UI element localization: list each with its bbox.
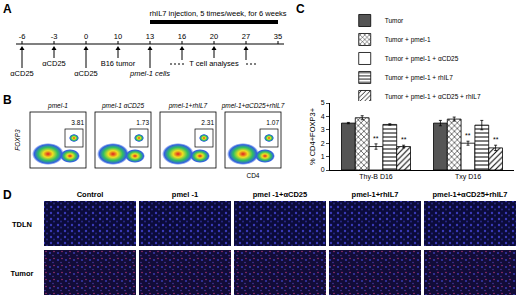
svg-text:B16 tumor: B16 tumor	[101, 59, 136, 68]
svg-text:αCD25: αCD25	[42, 59, 66, 68]
svg-text:pmel-1+αCD25+rhIL7: pmel-1+αCD25+rhIL7	[432, 190, 507, 199]
svg-text:0: 0	[84, 32, 88, 41]
svg-text:**: **	[401, 136, 407, 143]
svg-text:4: 4	[321, 113, 325, 120]
svg-text:A: A	[3, 2, 12, 16]
svg-text:% CD4+FOXP3+: % CD4+FOXP3+	[308, 107, 317, 165]
svg-text:**: **	[465, 132, 471, 139]
svg-text:Txy D16: Txy D16	[455, 173, 481, 181]
svg-text:Thy-B D16: Thy-B D16	[359, 173, 393, 181]
svg-text:1.07: 1.07	[266, 119, 279, 126]
svg-text:pmel-1 αCD25: pmel-1 αCD25	[101, 102, 144, 110]
svg-text:pmel -1: pmel -1	[172, 190, 198, 199]
svg-text:Tumor + pmel-1 + αCD25: Tumor + pmel-1 + αCD25	[385, 55, 459, 63]
svg-text:pmel-1: pmel-1	[47, 102, 68, 110]
svg-text:αCD25: αCD25	[74, 69, 98, 78]
svg-text:1: 1	[321, 153, 325, 160]
svg-text:20: 20	[210, 32, 218, 41]
svg-text:27: 27	[242, 32, 250, 41]
svg-text:FOXP3: FOXP3	[14, 129, 21, 151]
svg-text:5: 5	[321, 99, 325, 106]
svg-text:rhIL7 injection, 5 times/week,: rhIL7 injection, 5 times/week, for 6 wee…	[149, 9, 286, 18]
svg-text:TDLN: TDLN	[12, 220, 32, 229]
svg-text:D: D	[3, 188, 12, 202]
svg-text:αCD25: αCD25	[10, 69, 34, 78]
svg-text:13: 13	[146, 32, 154, 41]
svg-text:B: B	[3, 93, 12, 107]
svg-text:3: 3	[321, 126, 325, 133]
svg-text:0: 0	[321, 166, 325, 173]
svg-text:2: 2	[321, 140, 325, 147]
svg-text:2.31: 2.31	[201, 119, 214, 126]
svg-text:pmel-1+rhIL7: pmel-1+rhIL7	[352, 190, 399, 199]
svg-text:1.73: 1.73	[136, 119, 149, 126]
svg-text:Tumor + pmel-1 + αCD25 + rhIL7: Tumor + pmel-1 + αCD25 + rhIL7	[385, 93, 481, 101]
svg-text:16: 16	[178, 32, 186, 41]
svg-text:-6: -6	[19, 32, 26, 41]
svg-text:pmel -1+αCD25: pmel -1+αCD25	[253, 190, 307, 199]
svg-text:CD4: CD4	[246, 172, 259, 179]
svg-text:**: **	[493, 136, 499, 143]
svg-text:Tumor + pmel-1 + rhIL7: Tumor + pmel-1 + rhIL7	[385, 74, 453, 82]
svg-text:T cell analyses: T cell analyses	[189, 59, 239, 68]
svg-text:10: 10	[114, 32, 122, 41]
svg-text:Tumor: Tumor	[11, 269, 34, 278]
svg-text:Tumor + pmel-1: Tumor + pmel-1	[385, 36, 431, 44]
svg-text:-3: -3	[51, 32, 58, 41]
svg-text:pmel-1 cells: pmel-1 cells	[129, 69, 170, 78]
svg-text:3.81: 3.81	[71, 119, 84, 126]
svg-text:Tumor: Tumor	[385, 17, 404, 24]
svg-text:pmel-1+αCD25+rhIL7: pmel-1+αCD25+rhIL7	[221, 102, 285, 110]
svg-text:Control: Control	[77, 190, 104, 199]
svg-text:35: 35	[274, 32, 282, 41]
svg-text:pmel-1+rhIL7: pmel-1+rhIL7	[168, 102, 208, 110]
html-text:C: C	[296, 2, 305, 16]
svg-text:**: **	[373, 135, 379, 142]
